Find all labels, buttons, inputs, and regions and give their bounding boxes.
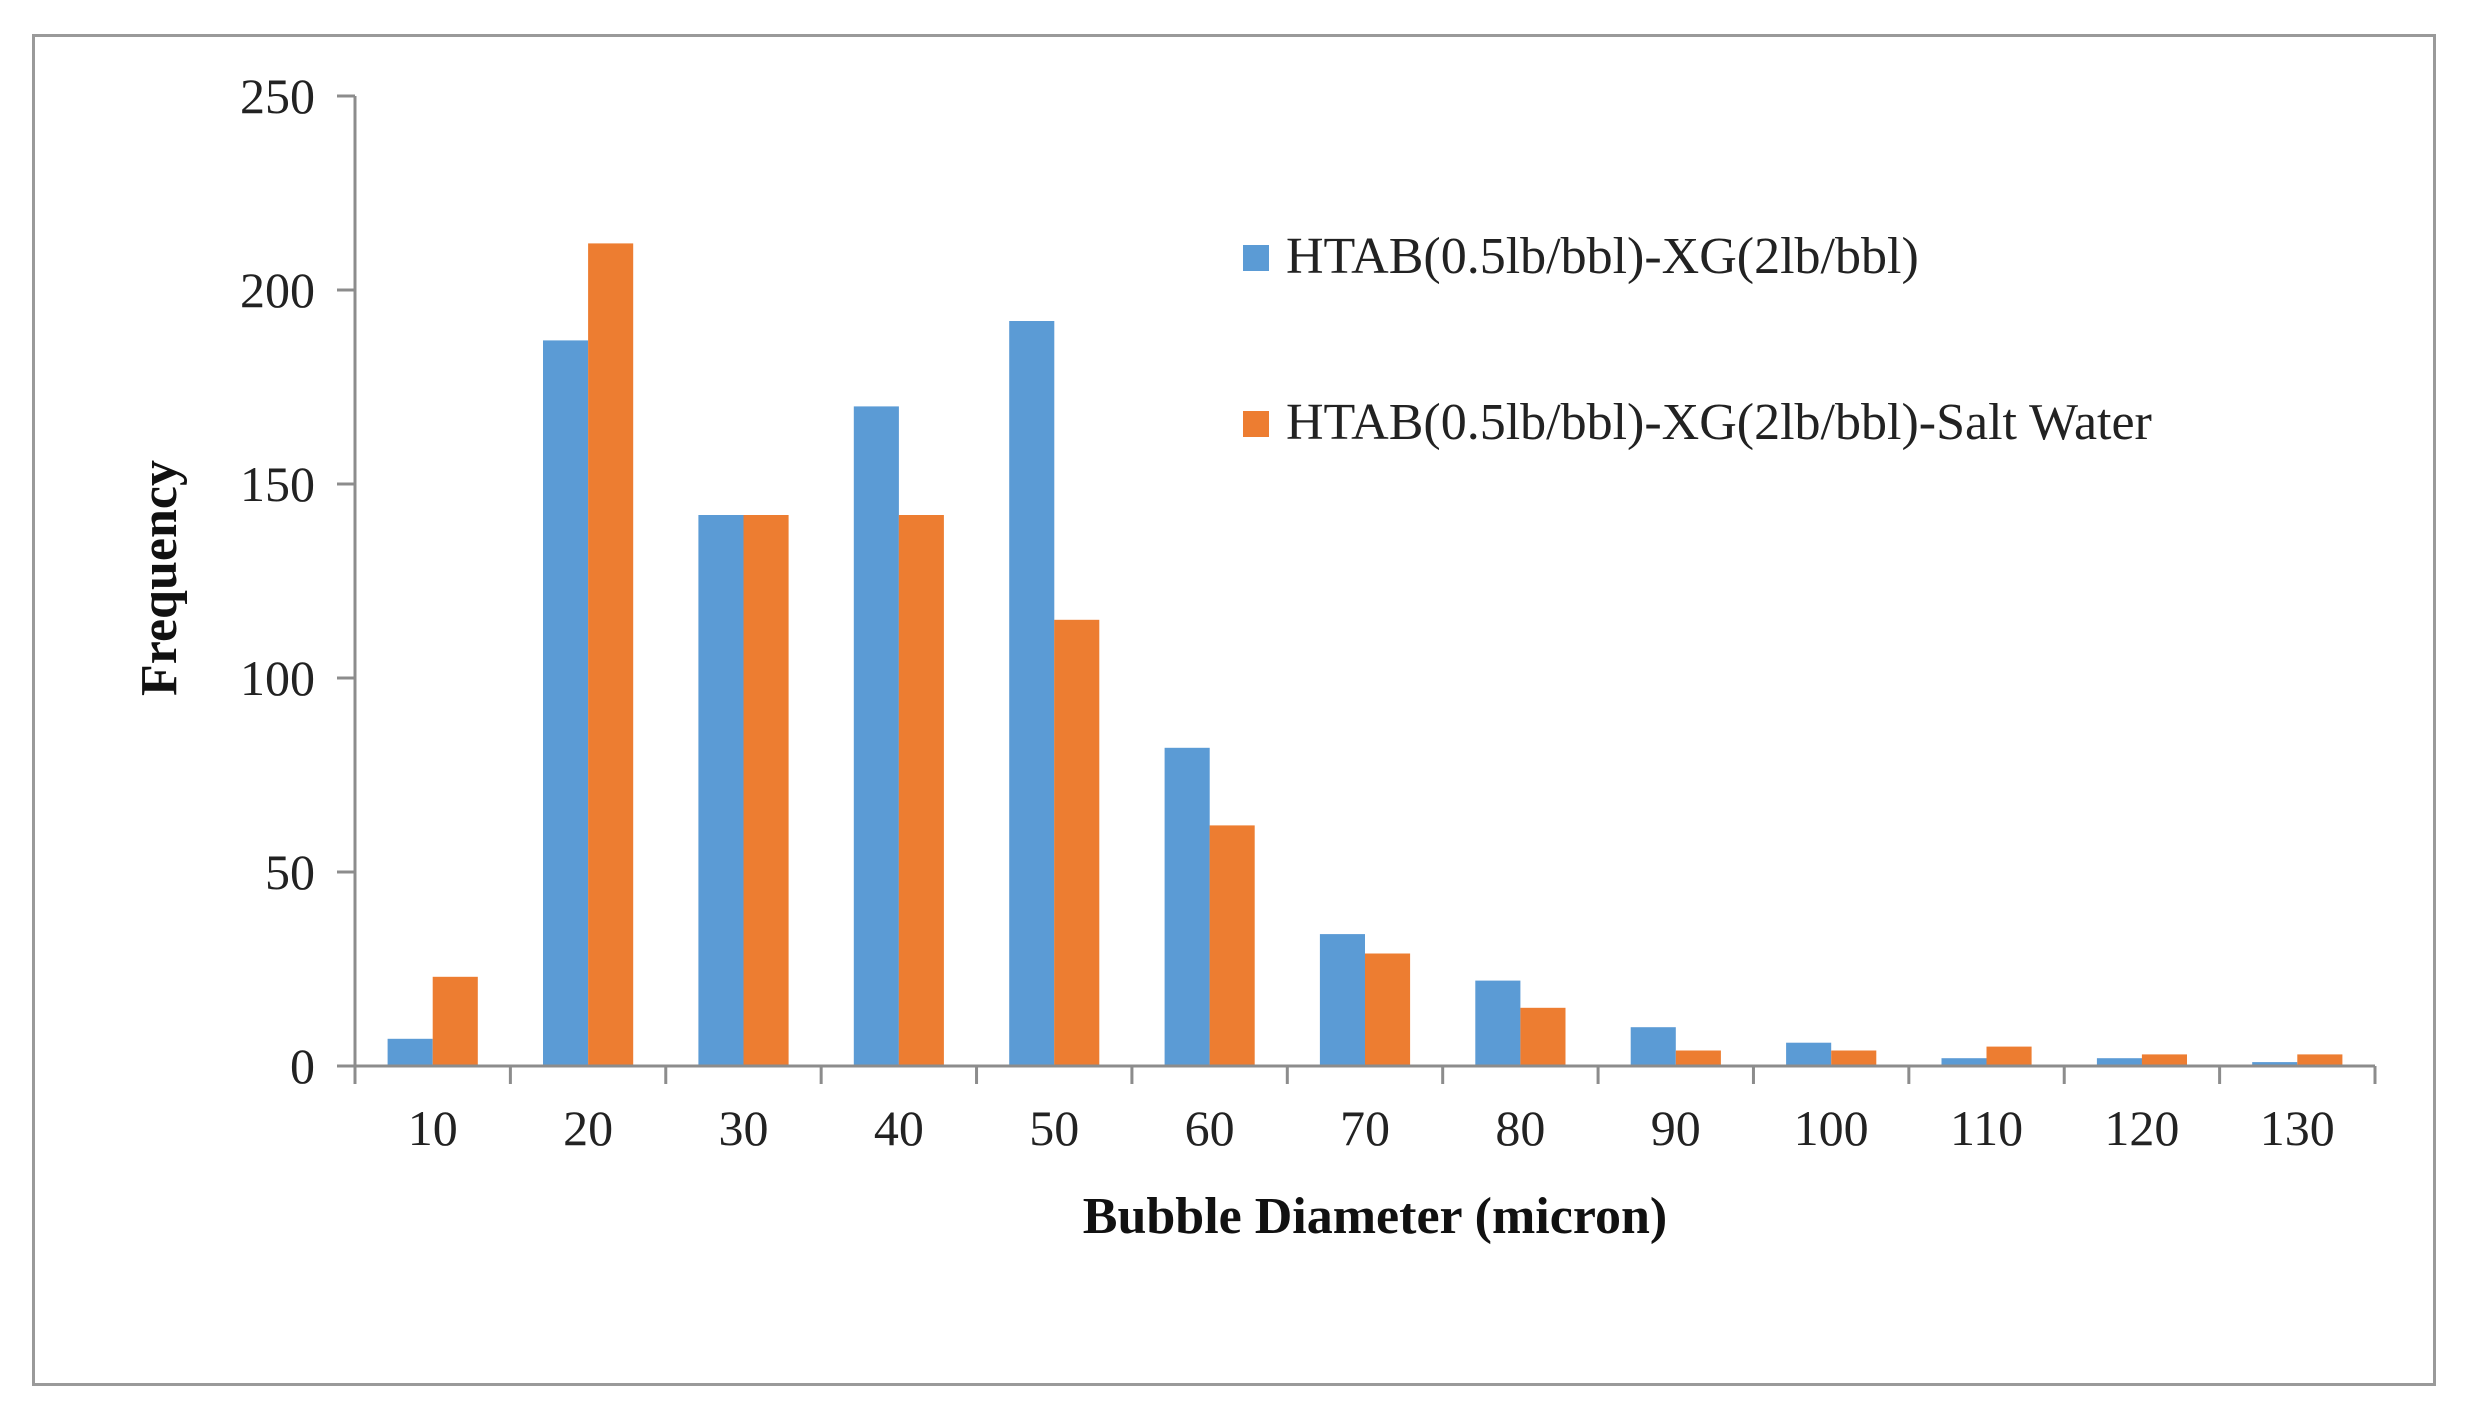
bar-series-1-80 <box>1475 980 1521 1066</box>
bar-series-1-50 <box>1009 321 1055 1066</box>
y-tick-label: 250 <box>240 68 315 124</box>
x-tick-label: 60 <box>1185 1100 1235 1156</box>
bar-series-2-80 <box>1520 1007 1566 1066</box>
bar-series-2-50 <box>1054 619 1100 1066</box>
x-tick-label: 130 <box>2260 1100 2335 1156</box>
x-tick-label: 90 <box>1651 1100 1701 1156</box>
x-tick-label: 40 <box>874 1100 924 1156</box>
legend: HTAB(0.5lb/bbl)-XG(2lb/bbl) HTAB(0.5lb/b… <box>1243 228 2152 451</box>
x-tick-label: 30 <box>718 1100 768 1156</box>
x-tick-label: 80 <box>1495 1100 1545 1156</box>
y-axis-title: Frequency <box>131 460 188 696</box>
bar-series-1-130 <box>2252 1062 2298 1066</box>
bar-series-1-120 <box>2096 1058 2142 1066</box>
chart-frame <box>32 34 2436 1386</box>
y-tick-label: 150 <box>240 456 315 512</box>
bar-series-2-10 <box>432 976 478 1066</box>
bar-series-2-100 <box>1831 1050 1877 1066</box>
x-axis-title: Bubble Diameter (micron) <box>1083 1188 1667 1245</box>
bar-series-1-90 <box>1630 1027 1676 1066</box>
bar-series-1-10 <box>387 1038 433 1066</box>
labels-layer: 0 50 100 150 200 250 10 20 30 40 50 60 70 80 90 100 110 1… <box>240 68 2335 1156</box>
x-tick-label: 110 <box>1950 1100 2023 1156</box>
bar-series-2-130 <box>2297 1054 2343 1066</box>
bar-series-1-30 <box>698 515 744 1066</box>
x-tick-label: 70 <box>1340 1100 1390 1156</box>
x-tick-label: 100 <box>1794 1100 1869 1156</box>
y-tick-label: 0 <box>290 1038 315 1094</box>
y-tick-label: 100 <box>240 650 315 706</box>
x-tick-label: 10 <box>408 1100 458 1156</box>
bar-series-1-110 <box>1941 1058 1987 1066</box>
bar-series-1-70 <box>1319 934 1365 1066</box>
x-tick-label: 120 <box>2104 1100 2179 1156</box>
x-tick-label: 50 <box>1029 1100 1079 1156</box>
bar-series-2-120 <box>2141 1054 2187 1066</box>
bar-series-2-20 <box>588 243 634 1066</box>
axes-layer <box>337 94 2377 1084</box>
y-tick-label: 200 <box>240 262 315 318</box>
bar-series-2-110 <box>1986 1046 2032 1066</box>
legend-swatch-series-2 <box>1243 411 1269 437</box>
legend-label-series-1: HTAB(0.5lb/bbl)-XG(2lb/bbl) <box>1286 228 1919 285</box>
bar-series-1-60 <box>1164 747 1210 1066</box>
bar-series-1-20 <box>543 340 589 1066</box>
bar-series-2-30 <box>743 515 789 1066</box>
legend-label-series-2: HTAB(0.5lb/bbl)-XG(2lb/bbl)-Salt Water <box>1286 394 2152 451</box>
bars-layer <box>387 243 2343 1066</box>
legend-swatch-series-1 <box>1243 245 1269 271</box>
x-tick-label: 20 <box>563 1100 613 1156</box>
bar-series-2-70 <box>1365 953 1411 1066</box>
y-tick-label: 50 <box>265 844 315 900</box>
bar-series-2-90 <box>1675 1050 1721 1066</box>
bar-series-2-40 <box>898 515 944 1066</box>
bar-series-1-40 <box>853 406 899 1066</box>
bar-series-2-60 <box>1209 825 1255 1066</box>
bar-series-1-100 <box>1786 1042 1832 1066</box>
